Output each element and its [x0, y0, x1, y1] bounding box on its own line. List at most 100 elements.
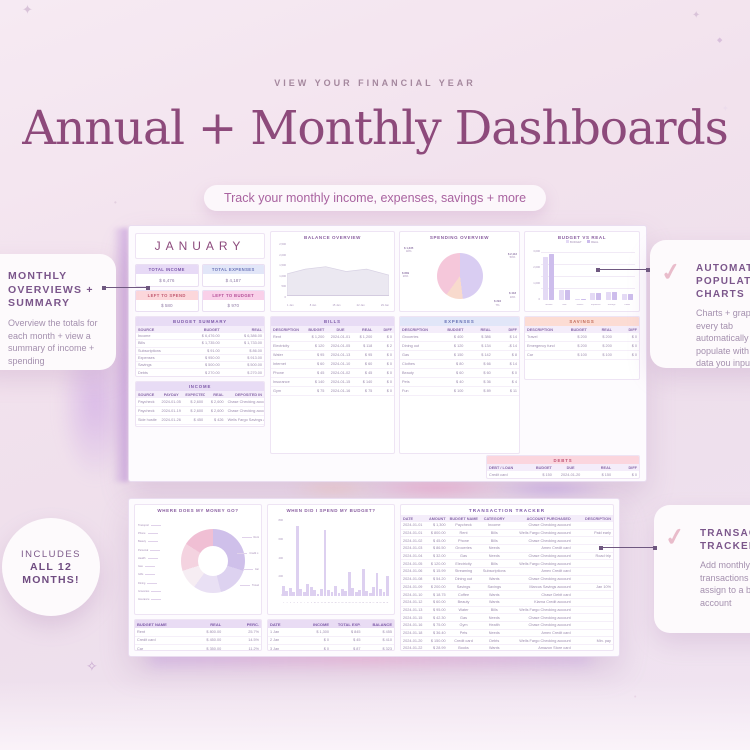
- cell: Insurance: [273, 380, 290, 384]
- budget-perc-table: BUDGET NAME REAL PERC. Rent $ 800.00 25.7% Cre…: [134, 619, 262, 651]
- day-label: 11: [317, 602, 320, 604]
- cell: Paycheck: [455, 523, 472, 528]
- cell: $ 40: [456, 380, 464, 384]
- donut-label: Groceries: [138, 587, 180, 595]
- table-row: 3 Jan $ 0 $ 87 $ 323: [268, 645, 394, 651]
- cell: 2024-01-04: [403, 554, 423, 559]
- stat-label: TOTAL INCOME: [136, 265, 198, 274]
- table-title: TRANSACTION TRACKER: [468, 507, 546, 513]
- donut-labels-left: Transport Phone Beauty Personal Health Gas Gif…: [138, 521, 180, 604]
- sparkle-icon: ✧: [86, 658, 98, 674]
- savings-table: DESCRIPTION BUDGET REAL DIFF Travel $ 200 $ 20…: [525, 326, 639, 360]
- legend-item: BUDGET: [565, 240, 582, 244]
- cell: $ 6,386.00: [244, 334, 262, 339]
- x-tick: 1 Jan: [287, 304, 294, 307]
- cell: $ 0: [386, 353, 392, 357]
- cell: DESCRIPTION: [585, 516, 611, 521]
- cell: Wells Fargo Checking account: [519, 531, 571, 536]
- cell: SOURCE: [138, 327, 155, 332]
- cell: $ 80: [456, 362, 464, 366]
- cell: Bills: [490, 607, 498, 612]
- eyebrow-text: VIEW YOUR FINANCIAL YEAR: [274, 78, 476, 88]
- cell: $ 0: [323, 646, 329, 651]
- table-row: 2024-01-20 $ 150.00 Credit card Debts Wells …: [401, 637, 613, 645]
- cell: 2024-01-12: [403, 600, 423, 605]
- bar-category-label: Bills: [562, 304, 567, 306]
- cell: DIFF: [508, 327, 517, 332]
- donut-labels-right: Rent Credit c. Car Travel: [233, 529, 259, 593]
- cell: Travel: [527, 335, 538, 339]
- chart-title: BUDGET vs REAL: [557, 235, 607, 240]
- cell: Needs: [488, 615, 500, 620]
- day-label: 12: [320, 602, 323, 604]
- transaction-tracker-panel: TRANSACTION TRACKER DATE AMOUNT BUDGET NAM…: [400, 504, 614, 651]
- day-label: 9: [310, 602, 312, 604]
- cell: REAL: [210, 621, 222, 627]
- connector-arrow-tracker: [599, 545, 657, 550]
- cell: $ 32.00: [432, 554, 446, 559]
- cell: Chase Debit card: [541, 592, 571, 597]
- cell: Wants: [488, 592, 500, 597]
- table-row: 2 Jan $ 0 $ 45 $ 410: [268, 637, 394, 645]
- day-label: 23: [358, 602, 361, 604]
- cell: 2024-01-15: [330, 380, 351, 384]
- expenses-panel: EXPENSES DESCRIPTION BUDGET REAL DIFF Grocer…: [399, 316, 520, 454]
- legend-swatch: [586, 240, 590, 243]
- table-row: 2024-01-15 $ 42.30 Gas Needs Chase Checking …: [401, 614, 613, 622]
- cell: $ 45: [316, 371, 325, 375]
- bar: [292, 592, 296, 596]
- cell: INCOME: [313, 621, 329, 627]
- table-title: DEBTS: [487, 456, 639, 464]
- cell: Gym: [459, 623, 468, 628]
- bar: [565, 290, 570, 300]
- cell: 2024-01-20: [403, 638, 423, 643]
- cell: $ 500.00: [247, 363, 262, 368]
- bar-group: Income: [541, 252, 557, 306]
- cell: EXPECTED: [185, 392, 206, 397]
- cell: $ 60: [456, 371, 464, 375]
- pie-label: $ 839 20%: [402, 271, 409, 279]
- cell: Gas: [402, 353, 409, 357]
- cell: $ 66: [483, 362, 491, 366]
- cell: BUDGET: [570, 327, 587, 332]
- bar-group: Debts: [619, 252, 635, 306]
- callout-body: Overview the totals for each month + vie…: [8, 317, 98, 366]
- cell: Credit card: [489, 472, 508, 477]
- cell: $ 2,600: [190, 400, 204, 404]
- bar: [309, 587, 313, 596]
- cell: Electricity: [273, 344, 290, 348]
- table-row: Dining out $ 120 $ 134 -$ 14: [400, 342, 519, 351]
- cell: Jan 10%: [596, 584, 611, 589]
- cell: $ 2,600: [190, 409, 204, 413]
- cell: $ 450: [193, 418, 204, 422]
- day-label: 22: [355, 602, 358, 604]
- cell: Paycheck: [138, 409, 155, 413]
- pie-label-value: $ 294: [494, 299, 501, 304]
- cell: 2024-01-02: [330, 371, 351, 375]
- cell: 2024-01-02: [403, 538, 423, 543]
- x-tick: 22 Jan: [356, 304, 365, 307]
- donut-label: Beauty: [138, 538, 180, 546]
- day-label: 10: [313, 602, 316, 604]
- grouped-bar-chart: Income Bills Subscr. Expenses Savings Debts: [541, 252, 635, 306]
- includes-12-months-badge: INCLUDES ALL 12 MONTHS!: [2, 518, 100, 616]
- pie-label-pct: 20%: [402, 274, 409, 279]
- table-row: 2024-01-13 $ 95.00 Water Bills Wells Fargo C…: [401, 607, 613, 615]
- cell: TOTAL EXP.: [337, 621, 361, 627]
- page-title: Annual + Monthly Dashboards: [22, 101, 729, 156]
- cell: $ 120.00: [430, 561, 446, 566]
- y-tick: 1,500: [279, 264, 286, 268]
- table-row: Emergency fund $ 200 $ 200 $ 0: [525, 342, 639, 351]
- cell: $ 200: [577, 335, 587, 339]
- cell: BUDGET NAME: [137, 621, 167, 627]
- bar: [368, 592, 372, 596]
- legend-item: REAL: [586, 240, 598, 244]
- cell: 2024-01-22: [403, 646, 423, 651]
- bar: [288, 588, 292, 596]
- cell: 2024-01-20: [560, 472, 581, 477]
- bar-category-label: Savings: [607, 304, 616, 306]
- bar-group: Subscr.: [572, 252, 588, 306]
- cell: REAL: [361, 327, 373, 332]
- day-label: 7: [303, 602, 305, 604]
- pie-label-value: $ 1,335: [404, 246, 414, 250]
